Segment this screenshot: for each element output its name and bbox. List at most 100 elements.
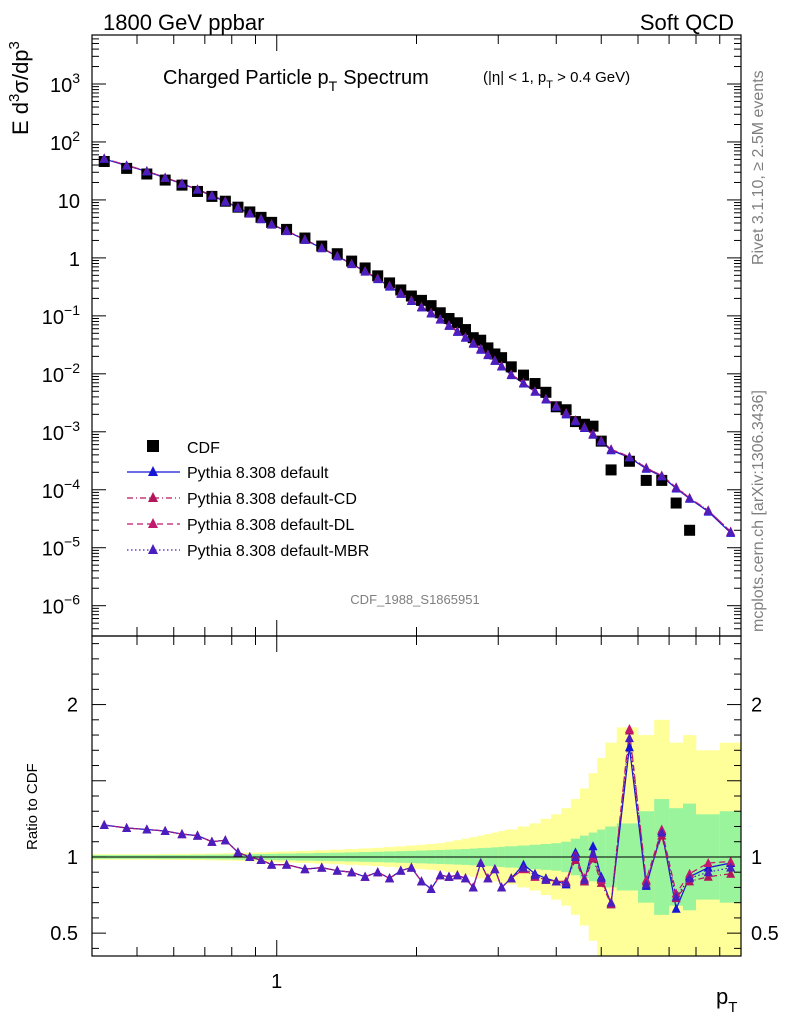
curve-mbr-point xyxy=(641,463,651,473)
ratio-mbr-point xyxy=(490,864,500,874)
curve-mbr-point xyxy=(317,243,327,253)
ratio-y-tick-label-right: 0.5 xyxy=(751,923,779,945)
y-tick-label: 10 xyxy=(58,191,80,213)
ratio-mbr-point xyxy=(483,873,493,883)
legend-default-marker xyxy=(148,466,158,476)
legend-cd-marker xyxy=(148,492,158,502)
curve-mbr-point xyxy=(373,273,383,283)
curve-mbr-point xyxy=(685,493,695,503)
ratio-mbr-point xyxy=(657,827,667,837)
ratio-mbr-point xyxy=(373,867,383,877)
y-tick-label: 1 xyxy=(69,249,80,271)
ratio-mbr-point xyxy=(444,871,454,881)
cdf-point xyxy=(443,313,455,325)
ratio-y-tick-label-right: 2 xyxy=(751,695,762,717)
cdf-point xyxy=(415,294,427,306)
analysis-id: CDF_1988_S1865951 xyxy=(350,592,479,607)
curve-mbr-point xyxy=(588,429,598,439)
ratio-mbr-point xyxy=(596,873,606,883)
cdf-point xyxy=(475,334,487,346)
header-right: Soft QCD xyxy=(640,10,734,35)
legend-default: Pythia 8.308 default xyxy=(187,465,329,482)
ratio-mbr-point xyxy=(177,829,187,839)
curve-mbr-point xyxy=(142,166,152,176)
ratio-mbr-point xyxy=(360,871,370,881)
cdf-point xyxy=(684,524,696,536)
curve-mbr-point xyxy=(220,196,230,206)
ratio-cd-point xyxy=(703,871,713,881)
cdf-point xyxy=(489,348,501,360)
ratio-mbr-point xyxy=(207,836,217,846)
curve-mbr-point xyxy=(468,338,478,348)
ratio-y-tick-label: 2 xyxy=(67,695,78,717)
curve-mbr-point xyxy=(396,288,406,298)
cdf-point xyxy=(605,464,617,476)
ratio-mbr-point xyxy=(317,862,327,872)
legend-cd: Pythia 8.308 default-CD xyxy=(187,491,357,508)
cdf-point xyxy=(425,300,437,312)
ratio-mbr-point xyxy=(282,859,292,869)
curve-mbr-point xyxy=(452,326,462,336)
main-ticks xyxy=(91,34,742,637)
curve-mbr-point xyxy=(360,266,370,276)
cdf-point xyxy=(482,342,494,354)
x-axis-label: pT xyxy=(716,984,737,1016)
ratio-default-point xyxy=(703,862,713,872)
ratio-mbr-point xyxy=(606,897,616,907)
cdf-point xyxy=(529,378,541,390)
ratio-mbr-point xyxy=(460,873,470,883)
curve-mbr-point xyxy=(518,378,528,388)
curve-mbr-point xyxy=(267,219,277,229)
curve-mbr-point xyxy=(497,361,507,371)
ratio-cd-point xyxy=(726,868,736,878)
ratio-markers xyxy=(99,723,736,913)
cdf-point xyxy=(656,474,668,486)
ratio-mbr-point xyxy=(476,858,486,868)
ratio-mbr-point xyxy=(347,867,357,877)
ratio-mbr-point xyxy=(256,855,266,864)
ratio-mbr-point xyxy=(267,859,277,869)
mcplots-label: mcplots.cern.ch [arXiv:1306.3436] xyxy=(750,390,767,632)
ratio-mbr-point xyxy=(122,823,132,832)
curve-mbr-point xyxy=(551,401,561,411)
curve-mbr-point xyxy=(347,258,357,268)
ratio-mbr-point xyxy=(245,851,255,861)
cdf-point xyxy=(640,474,652,486)
ratio-mbr-point xyxy=(551,876,561,886)
curve-mbr-point xyxy=(177,178,187,188)
ratio-default-point xyxy=(588,841,598,851)
y-tick-label: 10−6 xyxy=(42,592,80,619)
curve-mbr-point xyxy=(476,344,486,354)
legend-dl: Pythia 8.308 default-DL xyxy=(187,517,354,534)
chart-title: Charged Particle pT Spectrum xyxy=(163,67,429,94)
cdf-point xyxy=(496,352,508,364)
ratio-dl-point xyxy=(703,858,713,868)
curve-mbr-point xyxy=(207,190,217,200)
x-tick-labels: 1 xyxy=(271,971,282,993)
curve-mbr-point xyxy=(332,251,342,261)
curve-mbr-point xyxy=(256,214,266,224)
curve-mbr-point xyxy=(192,184,202,194)
x-tick-label: 1 xyxy=(271,971,282,993)
y-tick-label: 103 xyxy=(50,70,80,97)
ratio-mbr xyxy=(104,738,731,903)
ratio-mbr-point xyxy=(300,864,310,874)
ratio-mbr-point xyxy=(506,873,516,883)
curve-mbr-point xyxy=(596,436,606,446)
legend-dl-marker xyxy=(148,518,158,528)
chart-title-cut: (|η| < 1, pT > 0.4 GeV) xyxy=(483,69,630,91)
ratio-mbr-point xyxy=(541,874,551,884)
curve-mbr-point xyxy=(435,314,445,324)
ratio-mbr-point xyxy=(518,862,528,872)
y-tick-label: 10−3 xyxy=(42,418,80,445)
ratio-mbr-point xyxy=(385,873,395,883)
ratio-mbr-point xyxy=(641,879,651,889)
ratio-mbr-point xyxy=(406,862,416,872)
rivet-label: Rivet 3.1.10, ≥ 2.5M events xyxy=(750,70,767,265)
curve-mbr-point xyxy=(606,444,616,454)
ratio-mbr-point xyxy=(561,877,571,887)
ratio-mbr-point xyxy=(435,870,445,880)
curve-mbr-point xyxy=(282,225,292,235)
ratio-mbr-point xyxy=(192,830,202,840)
y-tick-label: 10−4 xyxy=(42,476,80,503)
